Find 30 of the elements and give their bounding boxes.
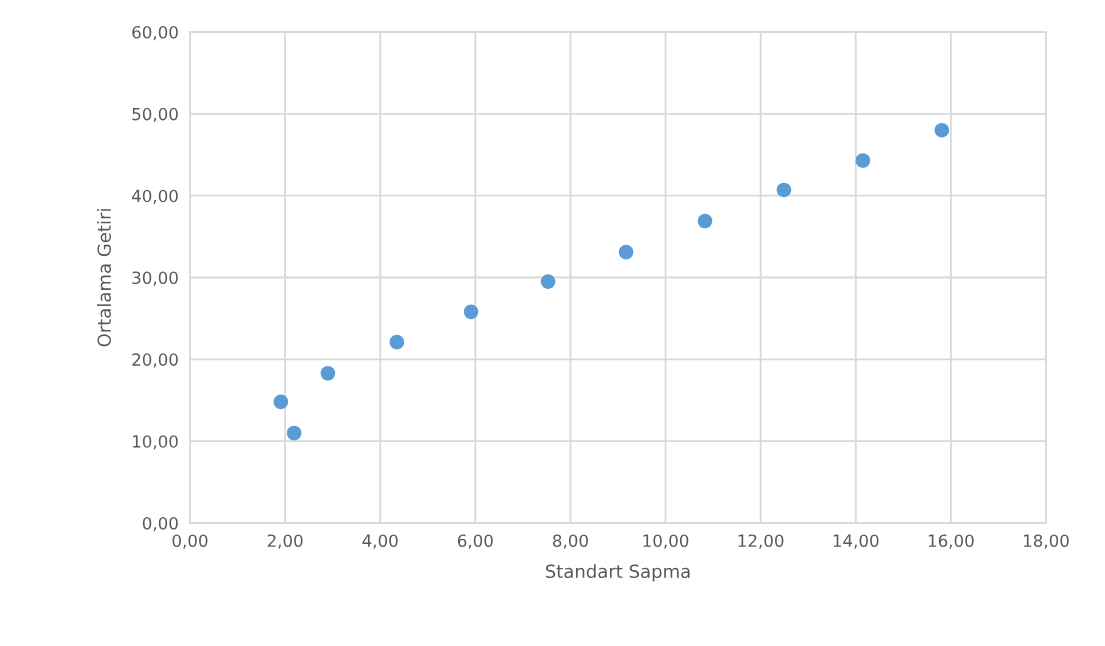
point xyxy=(463,304,479,320)
point xyxy=(934,122,950,138)
point xyxy=(618,244,634,260)
point xyxy=(776,182,792,198)
x-tick-label: 16,00 xyxy=(928,534,974,549)
y-tick-label: 60,00 xyxy=(132,25,178,41)
x-tick-label: 8,00 xyxy=(553,534,588,549)
x-tick-label: 6,00 xyxy=(457,534,493,549)
x-tick-label: 10,00 xyxy=(643,534,689,549)
y-tick-label: 20,00 xyxy=(132,353,178,368)
x-tick-label: 12,00 xyxy=(738,534,784,549)
x-tick-label: 2,00 xyxy=(267,534,303,549)
point xyxy=(697,213,713,229)
point xyxy=(855,153,871,168)
y-axis-title: Ortalama Getiri xyxy=(97,209,112,347)
point xyxy=(320,365,336,381)
x-tick-label: 4,00 xyxy=(362,534,398,549)
y-tick-label: 40,00 xyxy=(131,189,178,204)
point xyxy=(389,334,405,350)
x-tick-label: 18,00 xyxy=(1023,534,1069,549)
point xyxy=(273,394,289,410)
y-tick-label: 0,00 xyxy=(142,516,178,532)
x-axis-title: Standart Sapma xyxy=(545,564,690,582)
x-tick-label: 14,00 xyxy=(833,534,879,549)
point xyxy=(540,274,556,289)
y-tick-label: 30,00 xyxy=(132,271,178,286)
y-tick-label: 10,00 xyxy=(133,435,178,450)
y-tick-label: 50,00 xyxy=(132,107,178,123)
point xyxy=(286,425,302,441)
x-tick-label: 0,00 xyxy=(172,534,208,549)
